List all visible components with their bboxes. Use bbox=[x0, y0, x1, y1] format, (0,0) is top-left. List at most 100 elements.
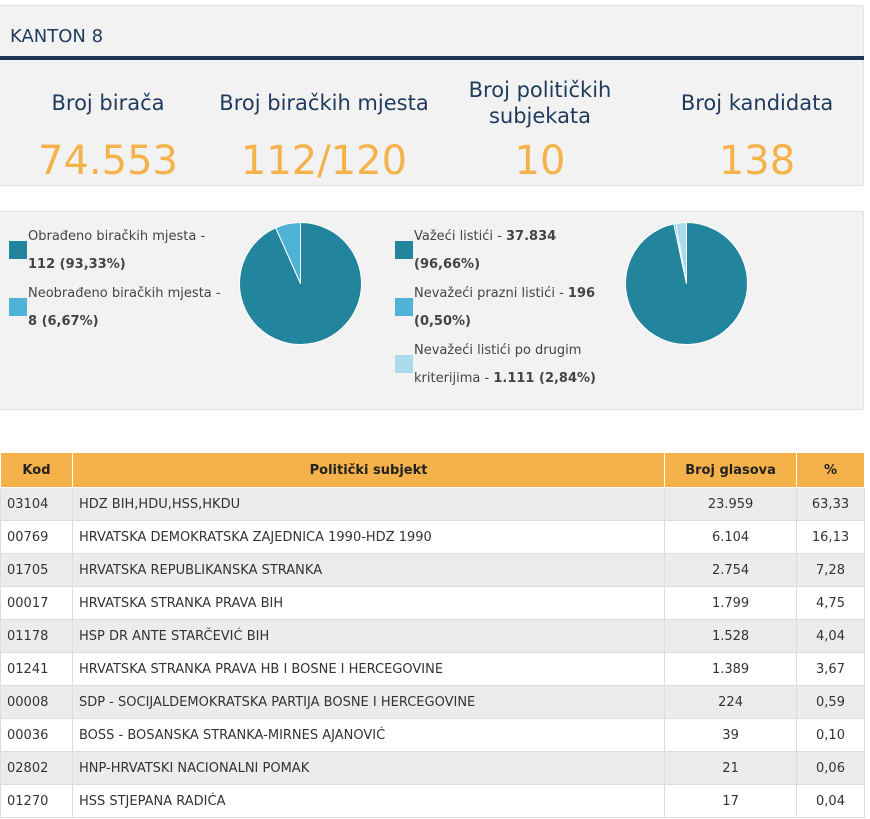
table-row: 00036 BOSS - BOSANSKA STRANKA-MIRNES AJAN… bbox=[0, 718, 865, 752]
table-row: 03104 HDZ BIH,HDU,HSS,HKDU 23.959 63,33 bbox=[0, 487, 865, 521]
table-row: 01241 HRVATSKA STRANKA PRAVA HB I BOSNE I… bbox=[0, 652, 865, 686]
stat-label: Broj biračkih mjesta bbox=[219, 91, 429, 115]
stat-candidates: Broj kandidata 138 bbox=[652, 72, 862, 184]
results-table: Kod Politički subjekt Broj glasova % 031… bbox=[0, 452, 865, 818]
cell-percent: 0,04 bbox=[796, 784, 865, 818]
cell-votes: 23.959 bbox=[664, 487, 797, 521]
cell-code: 00769 bbox=[0, 520, 73, 554]
cell-code: 01705 bbox=[0, 553, 73, 587]
table-row: 01270 HSS STJEPANA RADIĆA 17 0,04 bbox=[0, 784, 865, 818]
legend-label: Važeći listići - bbox=[414, 229, 502, 244]
cell-entity: HRVATSKA STRANKA PRAVA HB I BOSNE I HERC… bbox=[71, 652, 666, 686]
cell-entity: HRVATSKA REPUBLIKANSKA STRANKA bbox=[71, 553, 666, 587]
table-row: 00008 SDP - SOCIJALDEMOKRATSKA PARTIJA BO… bbox=[0, 685, 865, 719]
table-row: 02802 HNP-HRVATSKI NACIONALNI POMAK 21 0,06 bbox=[0, 751, 865, 785]
cell-percent: 4,75 bbox=[796, 586, 865, 620]
column-header-code[interactable]: Kod bbox=[0, 452, 73, 488]
legend-label: kriterijima - bbox=[414, 371, 490, 386]
legend-value: 1.111 (2,84%) bbox=[493, 371, 596, 386]
cell-percent: 0,59 bbox=[796, 685, 865, 719]
legend-other-invalid: Nevažeći listići po drugim kriterijima -… bbox=[414, 337, 634, 393]
pie-slice-unprocessed bbox=[275, 221, 301, 284]
pie-slice-valid bbox=[625, 221, 748, 345]
cell-votes: 2.754 bbox=[664, 553, 797, 587]
legend-label: Neobrađeno biračkih mjesta - bbox=[28, 286, 221, 301]
cell-votes: 39 bbox=[664, 718, 797, 752]
cell-entity: HSS STJEPANA RADIĆA bbox=[71, 784, 666, 818]
cell-code: 01178 bbox=[0, 619, 73, 653]
cell-entity: SDP - SOCIJALDEMOKRATSKA PARTIJA BOSNE I… bbox=[71, 685, 666, 719]
legend-label: Obrađeno biračkih mjesta - bbox=[28, 229, 206, 244]
legend-swatch-blank bbox=[395, 298, 413, 316]
cell-entity: HRVATSKA DEMOKRATSKA ZAJEDNICA 1990-HDZ … bbox=[71, 520, 666, 554]
cell-entity: HRVATSKA STRANKA PRAVA BIH bbox=[71, 586, 666, 620]
legend-swatch-unprocessed bbox=[9, 298, 27, 316]
stat-label: Broj političkih subjekata bbox=[468, 78, 612, 128]
legend-value: 196 bbox=[567, 286, 596, 301]
stat-value: 10 bbox=[514, 138, 566, 184]
column-header-votes[interactable]: Broj glasova bbox=[664, 452, 797, 488]
summary-panel: KANTON 8 Broj birača 74.553 Broj birački… bbox=[0, 5, 864, 186]
cell-code: 01241 bbox=[0, 652, 73, 686]
legend-unprocessed: Neobrađeno biračkih mjesta - 8 (6,67%) bbox=[28, 280, 228, 336]
cell-votes: 1.389 bbox=[664, 652, 797, 686]
table-row: 01705 HRVATSKA REPUBLIKANSKA STRANKA 2.754… bbox=[0, 553, 865, 587]
cell-code: 02802 bbox=[0, 751, 73, 785]
cell-code: 00017 bbox=[0, 586, 73, 620]
legend-percent: (96,66%) bbox=[414, 257, 481, 272]
polling-stations-pie-chart bbox=[239, 221, 362, 345]
legend-value: 112 (93,33%) bbox=[28, 257, 126, 272]
cell-percent: 63,33 bbox=[796, 487, 865, 521]
cell-entity: HSP DR ANTE STARČEVIĆ BIH bbox=[71, 619, 666, 653]
stat-polling-stations: Broj biračkih mjesta 112/120 bbox=[219, 72, 429, 184]
cell-votes: 224 bbox=[664, 685, 797, 719]
cell-votes: 21 bbox=[664, 751, 797, 785]
page-title: KANTON 8 bbox=[10, 26, 104, 47]
cell-code: 00036 bbox=[0, 718, 73, 752]
column-header-percent[interactable]: % bbox=[796, 452, 865, 488]
legend-processed: Obrađeno biračkih mjesta - 112 (93,33%) bbox=[28, 223, 228, 279]
table-row: 00017 HRVATSKA STRANKA PRAVA BIH 1.799 4,75 bbox=[0, 586, 865, 620]
cell-percent: 0,06 bbox=[796, 751, 865, 785]
stat-political-entities: Broj političkih subjekata 10 bbox=[435, 72, 645, 184]
legend-swatch-processed bbox=[9, 241, 27, 259]
cell-entity: HDZ BIH,HDU,HSS,HKDU bbox=[71, 487, 666, 521]
cell-code: 00008 bbox=[0, 685, 73, 719]
ballots-pie-chart bbox=[625, 221, 748, 345]
cell-votes: 6.104 bbox=[664, 520, 797, 554]
pie-slice-other-invalid bbox=[675, 221, 687, 284]
legend-swatch-valid bbox=[395, 241, 413, 259]
legend-label: Nevažeći prazni listići - bbox=[414, 286, 564, 301]
results-overview-panel: Obrađeno biračkih mjesta - 112 (93,33%) … bbox=[0, 211, 864, 410]
title-divider bbox=[0, 56, 864, 60]
column-header-entity[interactable]: Politički subjekt bbox=[71, 452, 666, 488]
cell-percent: 0,10 bbox=[796, 718, 865, 752]
stat-value: 138 bbox=[718, 138, 796, 184]
cell-entity: BOSS - BOSANSKA STRANKA-MIRNES AJANOVIĆ bbox=[71, 718, 666, 752]
cell-code: 01270 bbox=[0, 784, 73, 818]
cell-code: 03104 bbox=[0, 487, 73, 521]
cell-percent: 16,13 bbox=[796, 520, 865, 554]
table-header-row: Kod Politički subjekt Broj glasova % bbox=[0, 452, 865, 488]
legend-label: Nevažeći listići po drugim bbox=[414, 343, 582, 358]
legend-blank: Nevažeći prazni listići - 196 (0,50%) bbox=[414, 280, 624, 336]
cell-votes: 1.799 bbox=[664, 586, 797, 620]
table-row: 01178 HSP DR ANTE STARČEVIĆ BIH 1.528 4,04 bbox=[0, 619, 865, 653]
stat-label: Broj kandidata bbox=[680, 91, 834, 115]
cell-percent: 4,04 bbox=[796, 619, 865, 653]
cell-votes: 17 bbox=[664, 784, 797, 818]
stat-label: Broj birača bbox=[51, 91, 165, 115]
legend-swatch-other-invalid bbox=[395, 355, 413, 373]
cell-votes: 1.528 bbox=[664, 619, 797, 653]
legend-value: 8 (6,67%) bbox=[28, 314, 99, 329]
cell-percent: 3,67 bbox=[796, 652, 865, 686]
cell-entity: HNP-HRVATSKI NACIONALNI POMAK bbox=[71, 751, 666, 785]
legend-valid: Važeći listići - 37.834 (96,66%) bbox=[414, 223, 624, 279]
pie-slice-processed bbox=[239, 221, 362, 345]
stat-value: 112/120 bbox=[240, 138, 408, 184]
stat-value: 74.553 bbox=[38, 138, 178, 184]
legend-percent: (0,50%) bbox=[414, 314, 471, 329]
table-row: 00769 HRVATSKA DEMOKRATSKA ZAJEDNICA 1990… bbox=[0, 520, 865, 554]
cell-percent: 7,28 bbox=[796, 553, 865, 587]
stat-voters: Broj birača 74.553 bbox=[3, 72, 213, 184]
